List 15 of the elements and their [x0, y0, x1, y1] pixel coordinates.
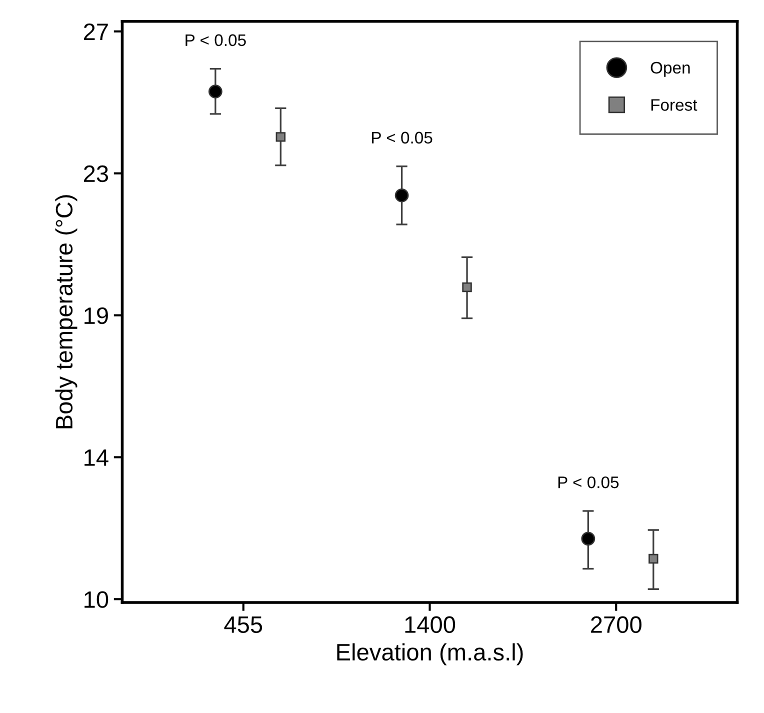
y-tick-label: 23	[84, 165, 108, 182]
y-tick-label: 19	[84, 307, 108, 324]
x-tick-label: 1400	[405, 616, 456, 634]
annotation: P < 0.05	[186, 34, 246, 46]
annotation: P < 0.05	[372, 132, 432, 144]
y-axis-title: Body temperature (°C)	[55, 195, 78, 428]
y-tick-label: 14	[84, 450, 108, 466]
x-axis-title: Elevation (m.a.s.l)	[337, 643, 523, 666]
x-tick-label: 455	[224, 616, 262, 634]
legend-label: Open	[650, 62, 690, 77]
annotation: P < 0.05	[558, 476, 619, 488]
legend-label: Forest	[651, 99, 698, 111]
y-tick-label: 27	[84, 23, 108, 40]
y-tick-label: 10	[84, 591, 108, 608]
x-tick-label: 2700	[591, 616, 642, 634]
